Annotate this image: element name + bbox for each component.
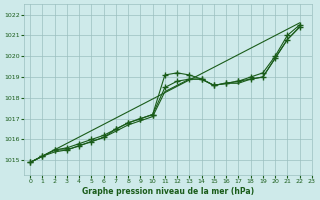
X-axis label: Graphe pression niveau de la mer (hPa): Graphe pression niveau de la mer (hPa)	[82, 187, 254, 196]
